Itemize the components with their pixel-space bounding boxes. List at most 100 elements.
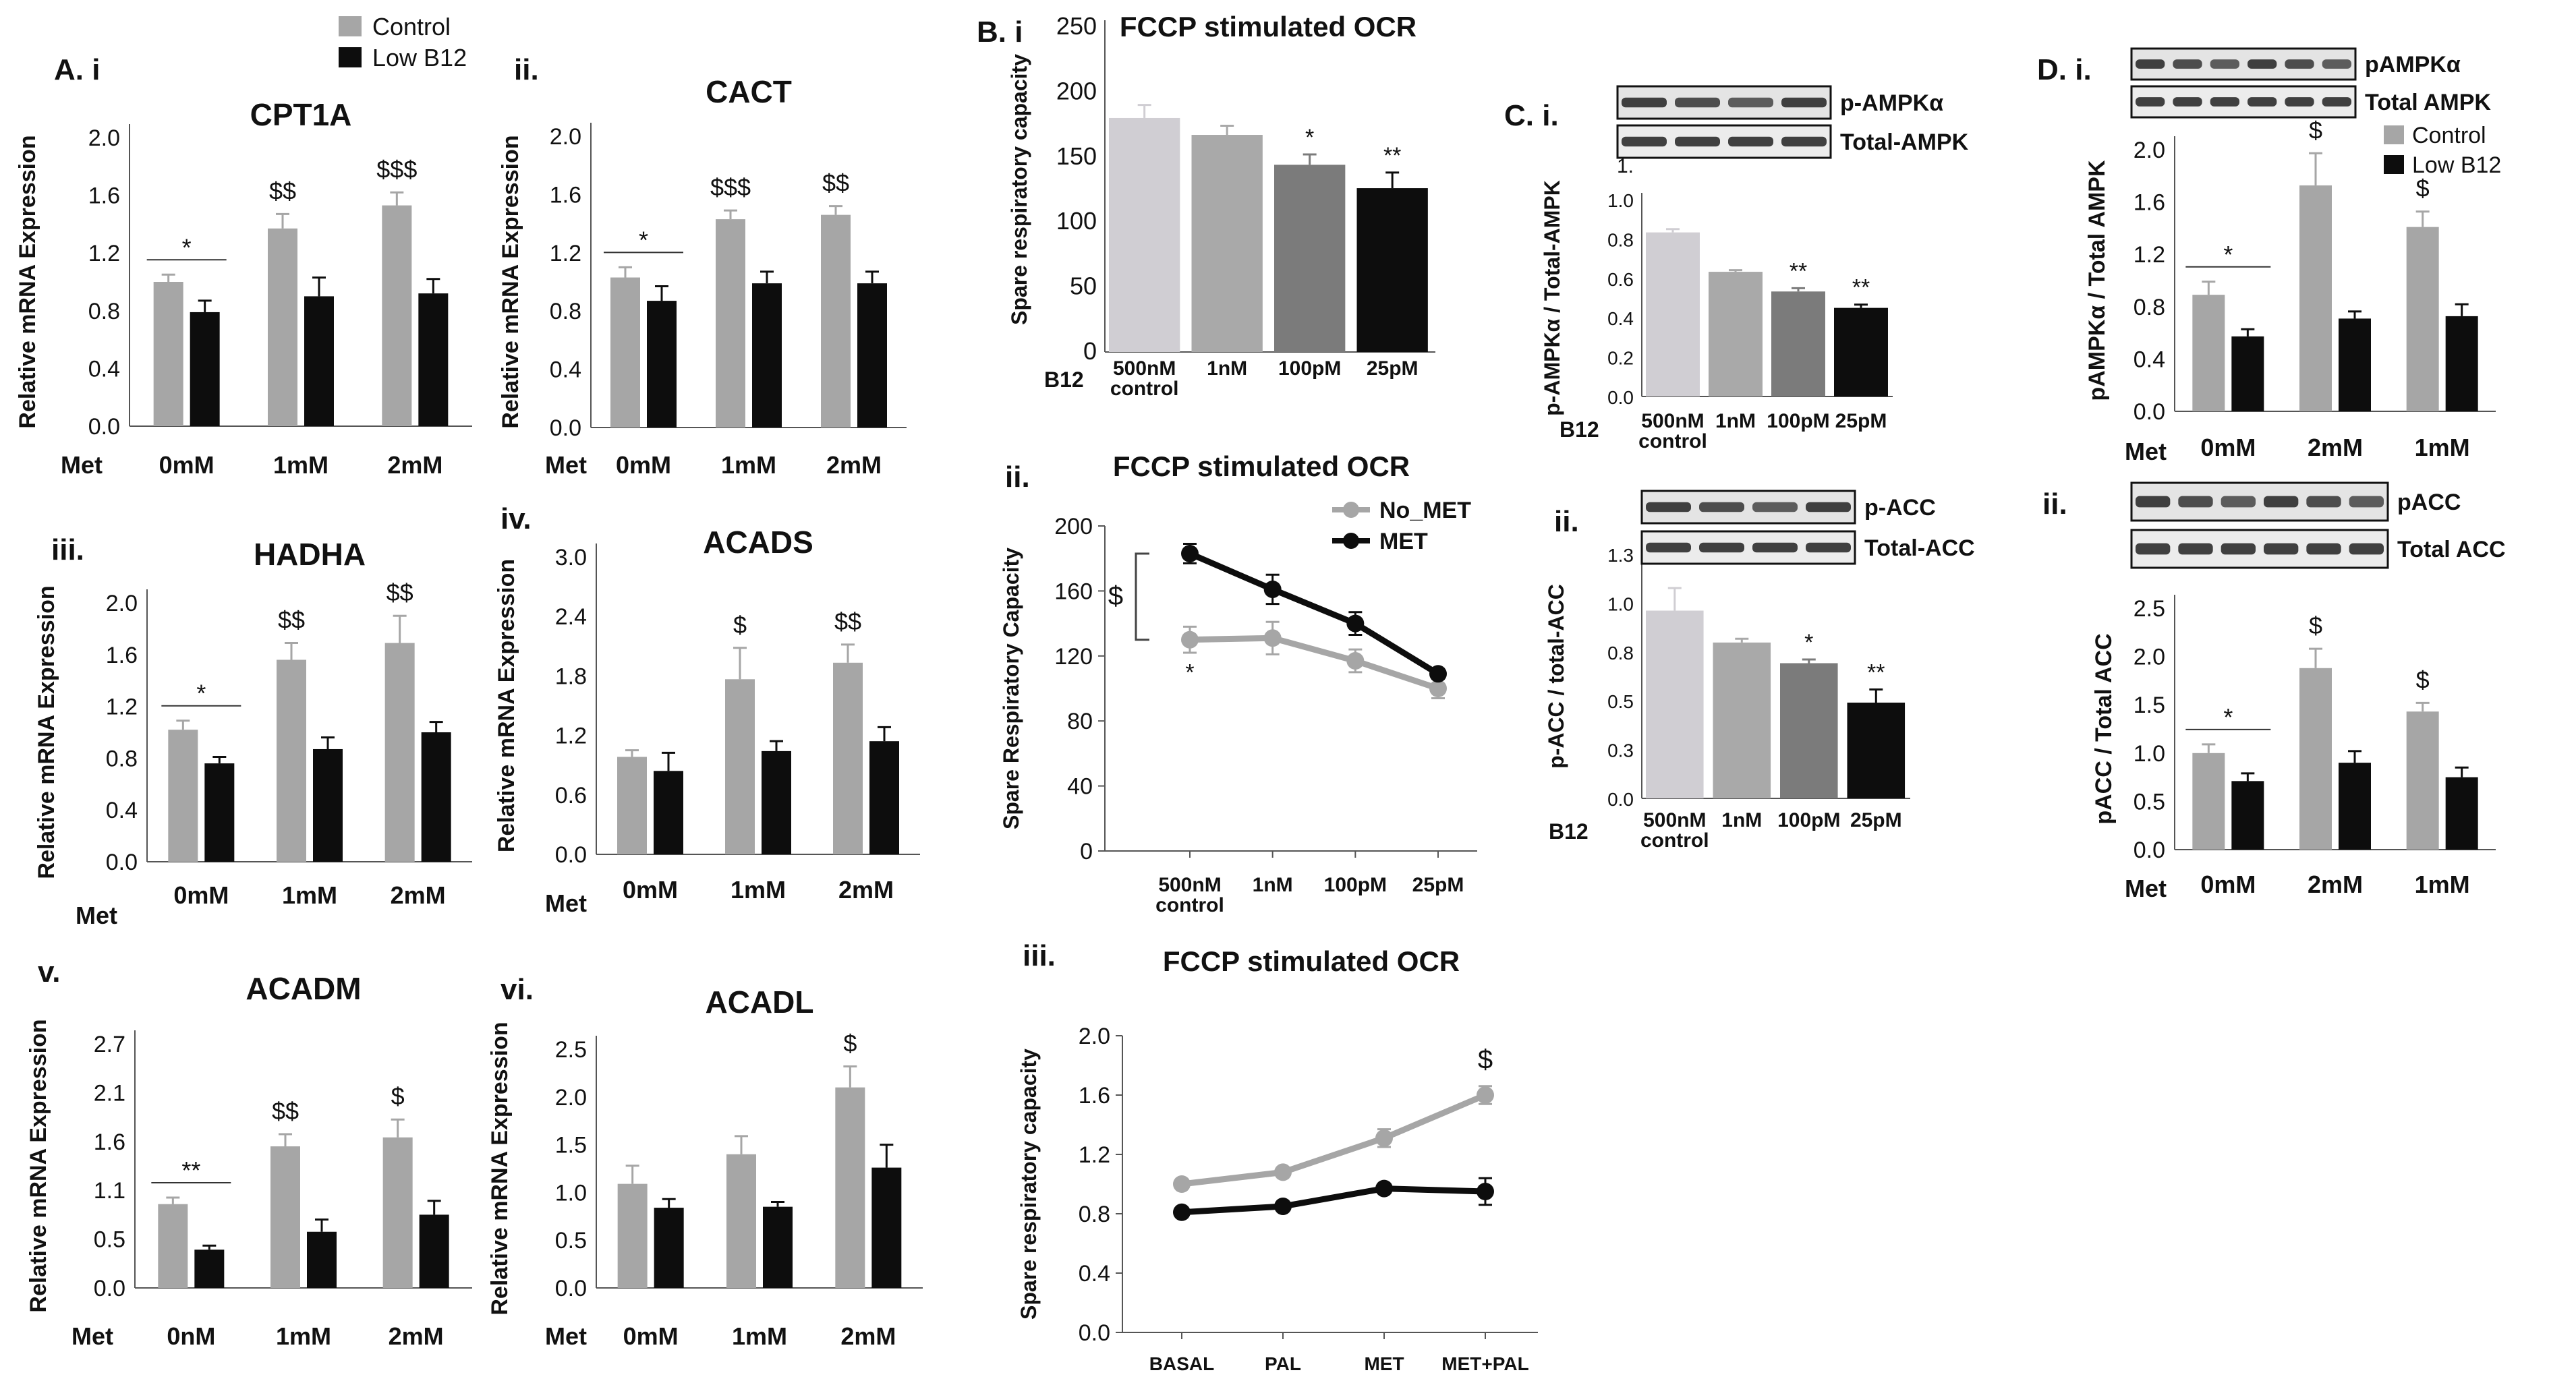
blot-band <box>1806 502 1851 512</box>
y-tick-label: 2.5 <box>555 1037 587 1063</box>
blot-band <box>2210 97 2239 107</box>
y-tick-label: 1.6 <box>2134 190 2165 216</box>
significance-dollar: $$$ <box>710 173 751 201</box>
significance-stars: * <box>1804 630 1813 655</box>
data-point-no_met <box>1181 630 1199 649</box>
y-tick-label: 1.0 <box>1607 593 1634 614</box>
y-tick-label: 120 <box>1054 644 1093 670</box>
x-prefix-label: Met <box>2125 438 2167 465</box>
bar-low-b12-1mM <box>313 748 343 862</box>
x-tick-label-line: 500nM <box>1643 809 1706 831</box>
blot-label: pACC <box>2397 490 2461 515</box>
x-tick-label: 25pM <box>1835 410 1887 432</box>
blot-band <box>1699 542 1744 553</box>
chart-d-i-blot: Control Low B12 pAMPKα Total AMPK <box>2130 47 2501 178</box>
bar-low-b12-2mM <box>857 283 887 428</box>
y-axis-label: Spare Respiratory Capacity <box>999 548 1023 829</box>
y-tick-label: 2.0 <box>88 125 120 151</box>
legend-label: No_MET <box>1379 498 1471 523</box>
x-tick-label-line: control <box>1155 894 1224 916</box>
bar-low-b12-0mM <box>190 312 220 426</box>
y-tick-label: 1.0 <box>1607 190 1634 211</box>
y-axis-label: Spare respiratory capacity <box>1017 1049 1041 1320</box>
panel-label: iv. <box>500 502 532 535</box>
data-point-control <box>1173 1175 1191 1193</box>
y-tick-label: 0.8 <box>1079 1202 1110 1227</box>
blot-label: p-ACC <box>1864 495 1936 521</box>
chart-title: FCCP stimulated OCR <box>1163 945 1460 977</box>
bar-low-b12-0nM <box>194 1249 225 1288</box>
legend-swatch-control <box>2384 125 2404 144</box>
bar-control-2mM <box>2299 185 2332 411</box>
y-tick-label: 0.0 <box>88 414 120 440</box>
bar-500nM control <box>1646 232 1700 396</box>
bar-low-b12-1mM <box>762 751 791 854</box>
y-tick-label: 2.0 <box>2134 645 2165 670</box>
bar-1nM <box>1709 272 1763 396</box>
x-tick-label-line: control <box>1638 430 1707 452</box>
x-prefix-label: Met <box>545 889 587 917</box>
bar-low-b12-2mM <box>421 732 451 862</box>
blot-band <box>2136 97 2165 107</box>
y-tick-label: 2.0 <box>550 124 581 150</box>
y-axis-label: Relative mRNA Expression <box>498 135 523 428</box>
bar-control-0mM <box>168 730 198 862</box>
blot-band <box>2178 496 2213 508</box>
bar-control-1mM <box>277 659 306 862</box>
significance-dollar: $$ <box>272 1097 299 1125</box>
y-axis-label: p-ACC / total-ACC <box>1544 584 1568 769</box>
bar-control-2mM <box>382 205 412 426</box>
significance-stars: ** <box>1790 258 1807 284</box>
chart-d-ii-blot: pACC Total ACC <box>2130 481 2506 569</box>
bar-1nM <box>1191 135 1263 353</box>
x-tick-label: BASAL <box>1149 1353 1214 1374</box>
bar-25pM <box>1847 702 1906 798</box>
y-tick-label: 0.4 <box>2134 347 2165 372</box>
significance-dollar: $ <box>843 1029 857 1057</box>
chart-title: ACADS <box>703 525 813 560</box>
panel-label: v. <box>38 955 60 989</box>
y-tick-label: 1.1 <box>94 1178 125 1204</box>
y-tick-label: 0.0 <box>1607 387 1634 408</box>
blot-band <box>2210 59 2239 69</box>
blot-band <box>2349 496 2384 508</box>
x-tick-label: 100pM <box>1767 410 1829 432</box>
significance-stars: ** <box>1867 659 1885 685</box>
blot-label: Total ACC <box>2397 537 2506 562</box>
x-tick-label: 0mM <box>173 881 229 909</box>
x-tick-label: 2mM <box>387 451 442 479</box>
y-tick-label: 0.0 <box>2134 837 2165 863</box>
bar-control-1mM <box>726 1154 756 1288</box>
blot-band <box>2136 496 2171 508</box>
chart-b-iii: 0.0 0.4 0.8 1.2 1.6 2.0 FCCP stimulated OCR iii… <box>1017 939 1538 1374</box>
legend-label-low-b12: Low B12 <box>2412 152 2501 178</box>
panel-label: ii. <box>514 53 539 86</box>
blot-label: Total-ACC <box>1864 535 1975 561</box>
significance-stars: ** <box>181 1156 200 1184</box>
y-axis-label: pAMPKα / Total AMPK <box>2084 160 2110 401</box>
significance-stars: * <box>2223 241 2233 268</box>
bar-control-1mM <box>270 1146 300 1288</box>
significance-dollar: $ <box>1108 581 1123 611</box>
bar-low-b12-0mM <box>2231 336 2264 411</box>
bar-low-b12-2mM <box>418 293 449 426</box>
bar-control-0mM <box>617 757 647 854</box>
x-tick-label: 0mM <box>159 451 214 479</box>
bar-low-b12-2mM <box>871 1167 902 1288</box>
significance-stars: * <box>196 680 206 707</box>
x-prefix-label: B12 <box>1549 819 1588 844</box>
y-tick-label: 2.0 <box>2134 138 2165 163</box>
blot-band <box>1752 502 1798 512</box>
bar-500nM control <box>1646 610 1704 798</box>
x-tick-label: 2mM <box>840 1322 896 1350</box>
blot-strip <box>2130 529 2389 569</box>
y-tick-label: 1.2 <box>2134 242 2165 268</box>
y-tick-label: 40 <box>1067 774 1093 800</box>
y-tick-label: 1.6 <box>88 183 120 209</box>
blot-band <box>2221 496 2256 508</box>
y-axis-label: pACC / Total ACC <box>2091 633 2117 824</box>
y-tick-label: 50 <box>1070 272 1097 300</box>
blot-strip <box>2130 85 2357 119</box>
bar-100pM <box>1771 291 1825 396</box>
y-tick-label: 100 <box>1056 207 1097 235</box>
